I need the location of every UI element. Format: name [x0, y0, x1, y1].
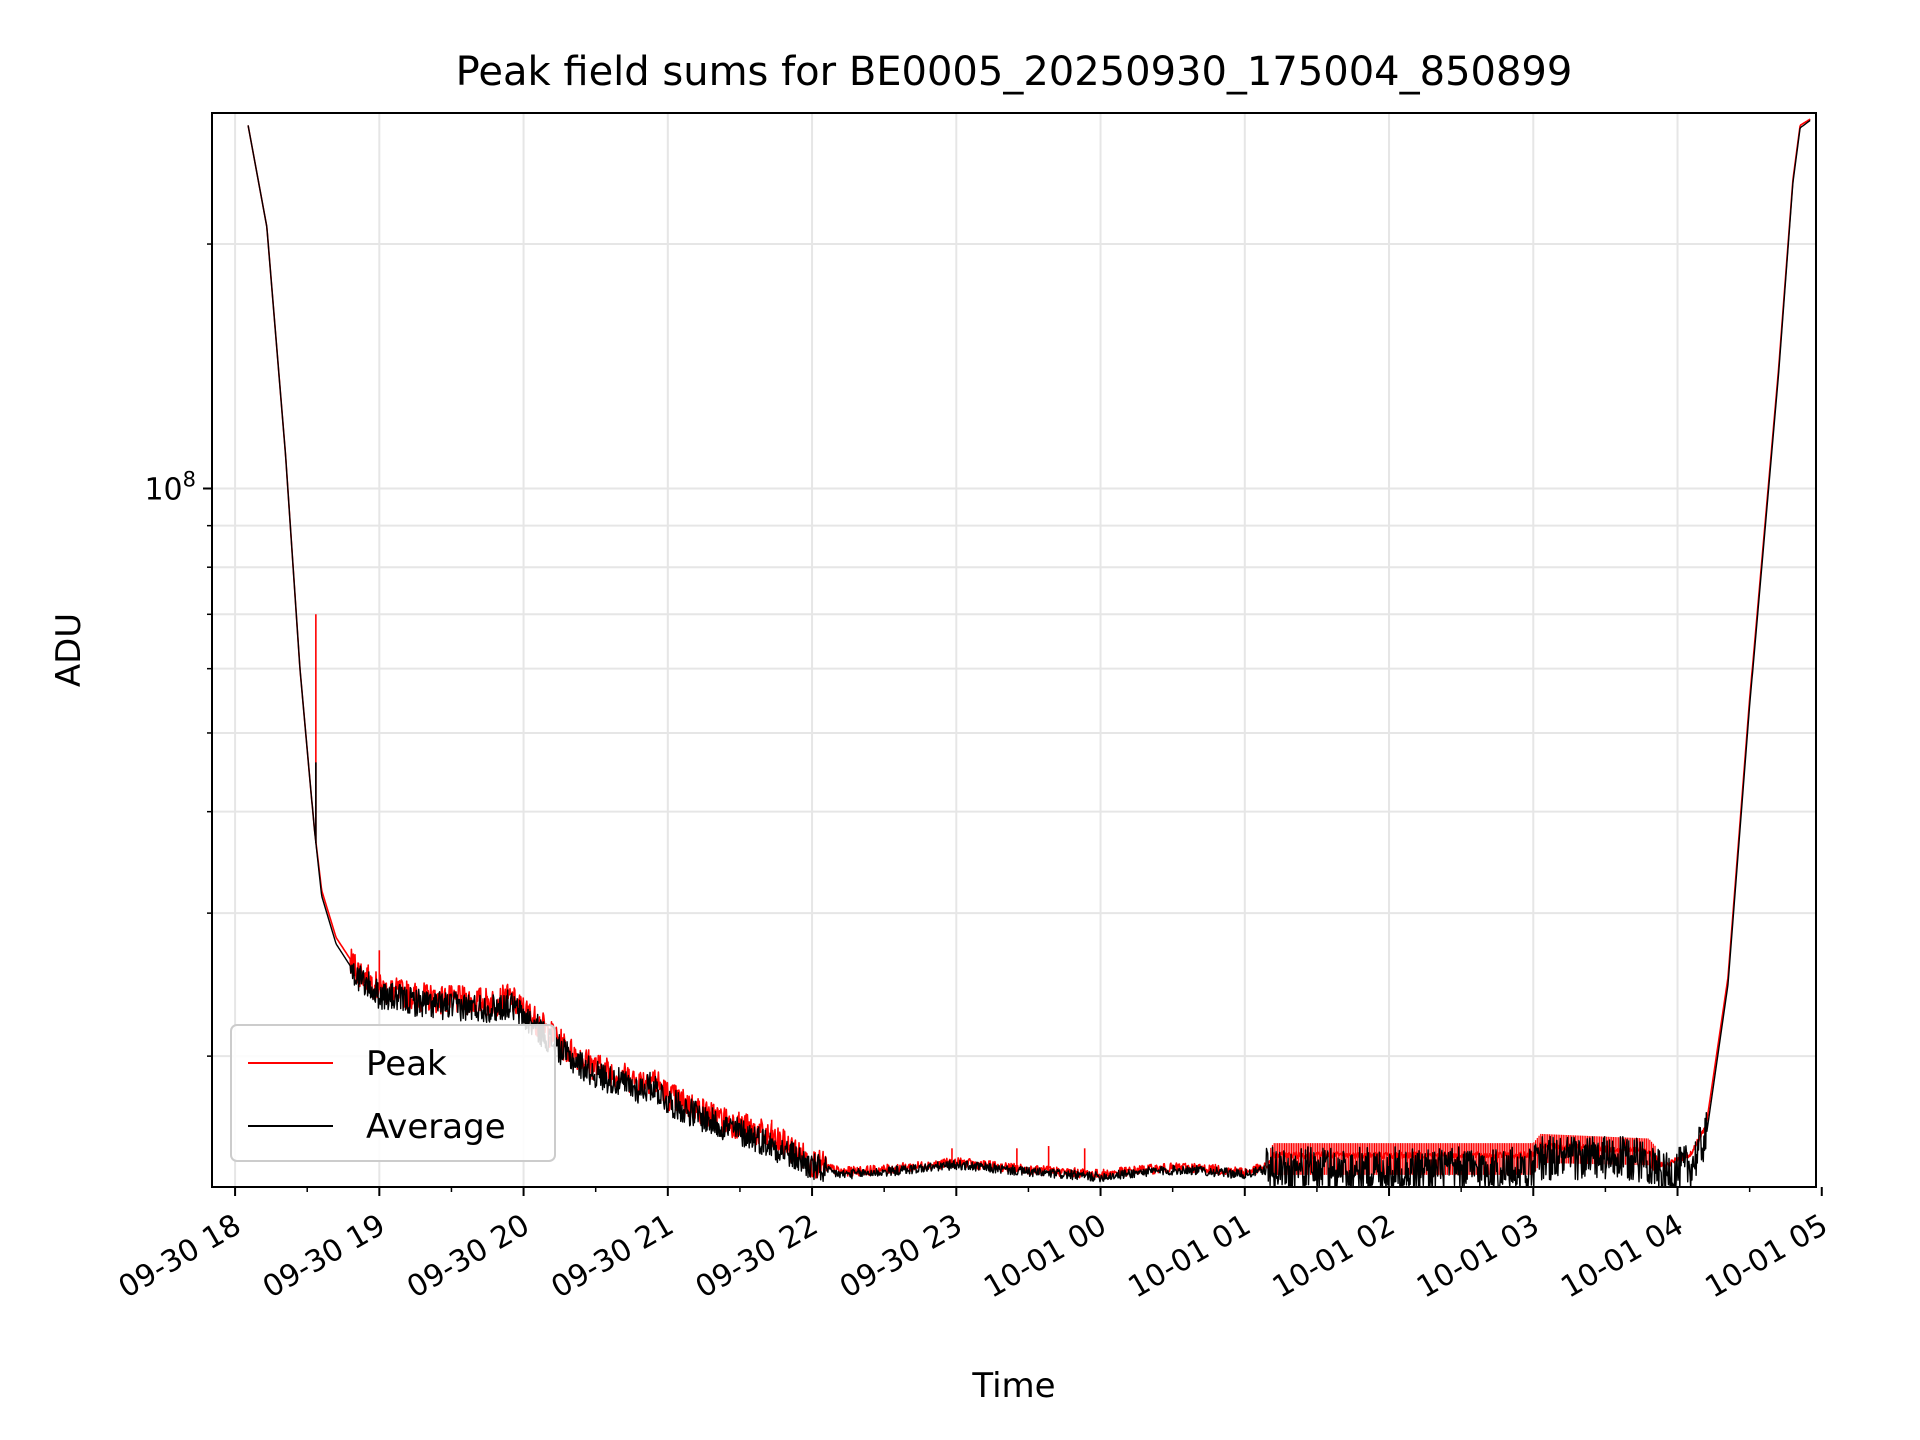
legend-peak-label: Peak — [366, 1044, 447, 1084]
y-axis-label: ADU — [49, 613, 89, 687]
legend-average-label: Average — [366, 1107, 506, 1147]
grid-lines — [212, 113, 1816, 1187]
chart-title: Peak field sums for BE0005_20250930_1750… — [456, 49, 1573, 95]
series-layer — [247, 118, 1811, 1187]
y-tick-label: 108 — [144, 468, 196, 508]
plot-frame — [211, 112, 1817, 1188]
series-average-line — [247, 119, 1811, 1187]
y-axis: 108 — [144, 243, 212, 1057]
legend: Peak Average — [230, 1024, 556, 1162]
x-axis-label: Time — [971, 1366, 1055, 1406]
